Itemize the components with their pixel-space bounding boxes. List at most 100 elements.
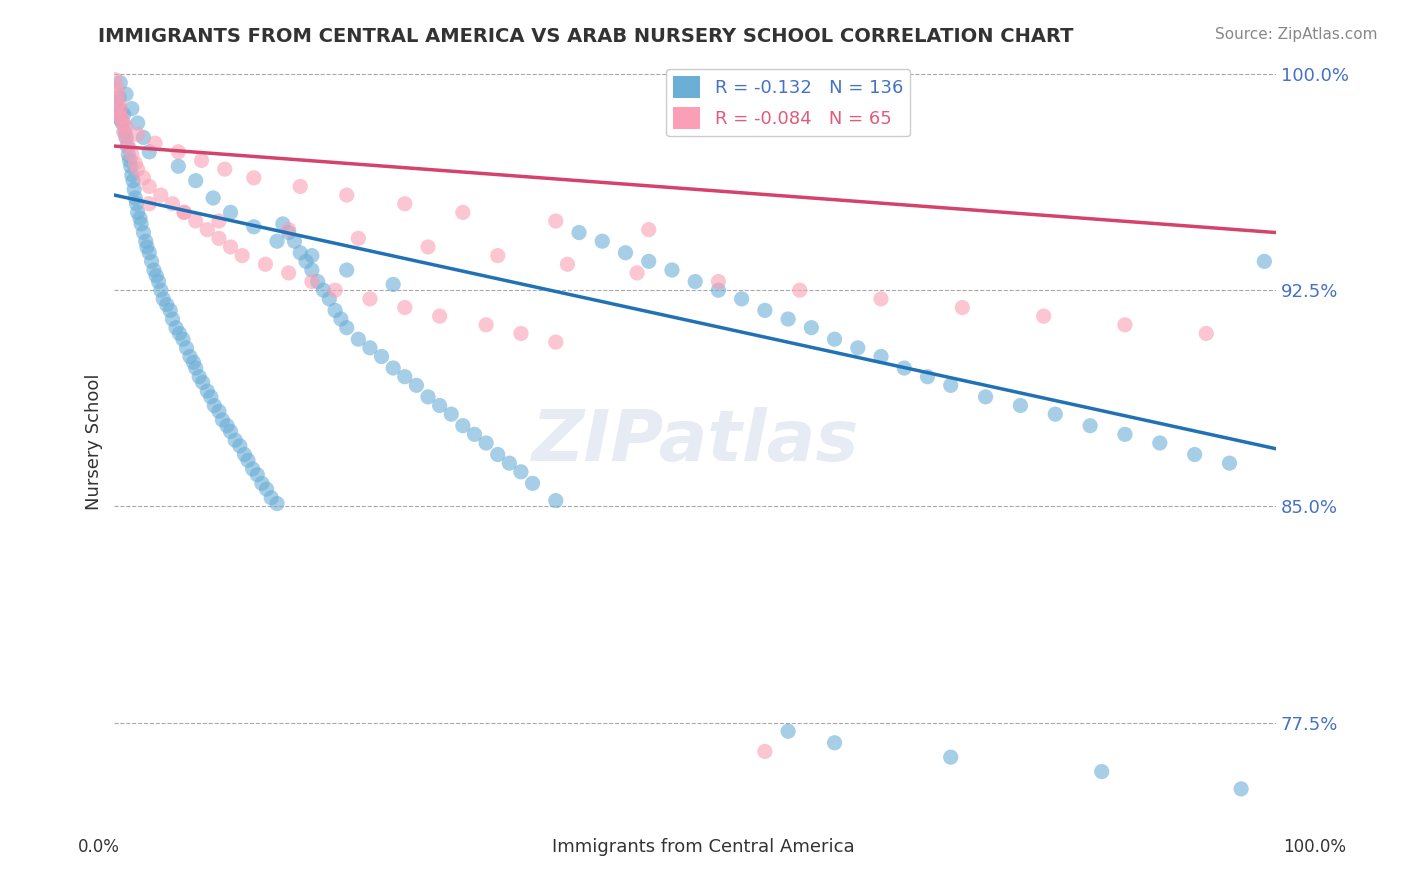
Point: [243, 170, 266, 185]
Point: [117, 139, 139, 153]
Point: [115, 139, 138, 153]
Point: [870, 350, 893, 364]
Point: [138, 145, 160, 159]
Point: [336, 188, 359, 202]
Point: [229, 439, 252, 453]
Point: [661, 263, 683, 277]
Point: [129, 211, 152, 226]
Point: [382, 361, 405, 376]
Point: [145, 268, 167, 283]
Point: [277, 266, 299, 280]
Point: [451, 205, 474, 219]
Point: [138, 196, 160, 211]
Point: [184, 214, 207, 228]
Point: [939, 378, 962, 392]
Point: [122, 182, 145, 196]
Point: [1045, 407, 1067, 421]
Point: [277, 226, 299, 240]
Point: [266, 496, 288, 510]
Point: [111, 116, 134, 130]
Point: [114, 125, 136, 139]
Point: [127, 128, 149, 142]
Point: [224, 433, 246, 447]
Point: [110, 113, 132, 128]
Point: [974, 390, 997, 404]
Point: [127, 162, 149, 177]
Point: [347, 231, 370, 245]
Point: [110, 110, 132, 124]
Point: [950, 301, 973, 315]
Point: [778, 724, 800, 739]
Point: [429, 309, 451, 323]
Point: [250, 476, 273, 491]
Point: [778, 312, 800, 326]
Point: [141, 254, 163, 268]
Point: [105, 81, 128, 95]
Point: [108, 90, 131, 104]
Point: [359, 292, 381, 306]
Point: [1230, 781, 1253, 796]
Point: [121, 102, 143, 116]
Point: [169, 326, 191, 341]
Point: [112, 107, 135, 121]
Point: [143, 136, 166, 151]
Point: [394, 301, 416, 315]
Point: [1195, 326, 1218, 341]
Point: [394, 196, 416, 211]
Point: [125, 196, 148, 211]
Text: 0.0%: 0.0%: [77, 838, 120, 855]
Point: [789, 283, 811, 297]
Point: [440, 407, 463, 421]
Point: [254, 257, 277, 271]
Point: [219, 425, 242, 439]
Point: [195, 384, 218, 398]
Point: [283, 234, 305, 248]
Point: [156, 298, 179, 312]
Point: [208, 214, 231, 228]
Point: [824, 332, 846, 346]
Point: [416, 390, 439, 404]
Point: [214, 162, 236, 177]
Point: [129, 217, 152, 231]
Point: [132, 170, 155, 185]
Point: [243, 219, 266, 234]
Point: [104, 72, 127, 87]
Legend: R = -0.132   N = 136, R = -0.084   N = 65: R = -0.132 N = 136, R = -0.084 N = 65: [666, 69, 910, 136]
Point: [557, 257, 579, 271]
Point: [149, 188, 172, 202]
Point: [242, 462, 264, 476]
Point: [200, 390, 222, 404]
Point: [336, 263, 359, 277]
Point: [290, 179, 312, 194]
Point: [110, 104, 132, 119]
Point: [522, 476, 544, 491]
Point: [256, 482, 278, 496]
Point: [111, 116, 134, 130]
Point: [104, 95, 127, 110]
Point: [208, 404, 231, 418]
Point: [1114, 427, 1136, 442]
Point: [188, 369, 211, 384]
Point: [637, 222, 659, 236]
Point: [184, 174, 207, 188]
Point: [115, 119, 138, 133]
Point: [370, 350, 392, 364]
Point: [183, 355, 205, 369]
Point: [179, 350, 201, 364]
Point: [195, 222, 218, 236]
Point: [124, 191, 146, 205]
Point: [312, 283, 335, 297]
Point: [754, 744, 776, 758]
Point: [112, 125, 135, 139]
Point: [707, 275, 730, 289]
Point: [510, 465, 533, 479]
Point: [110, 110, 132, 124]
Point: [142, 263, 165, 277]
Point: [463, 427, 485, 442]
Text: Source: ZipAtlas.com: Source: ZipAtlas.com: [1215, 27, 1378, 42]
Point: [191, 376, 214, 390]
Point: [510, 326, 533, 341]
Point: [149, 283, 172, 297]
Text: Immigrants from Central America: Immigrants from Central America: [551, 838, 855, 855]
Point: [233, 448, 256, 462]
